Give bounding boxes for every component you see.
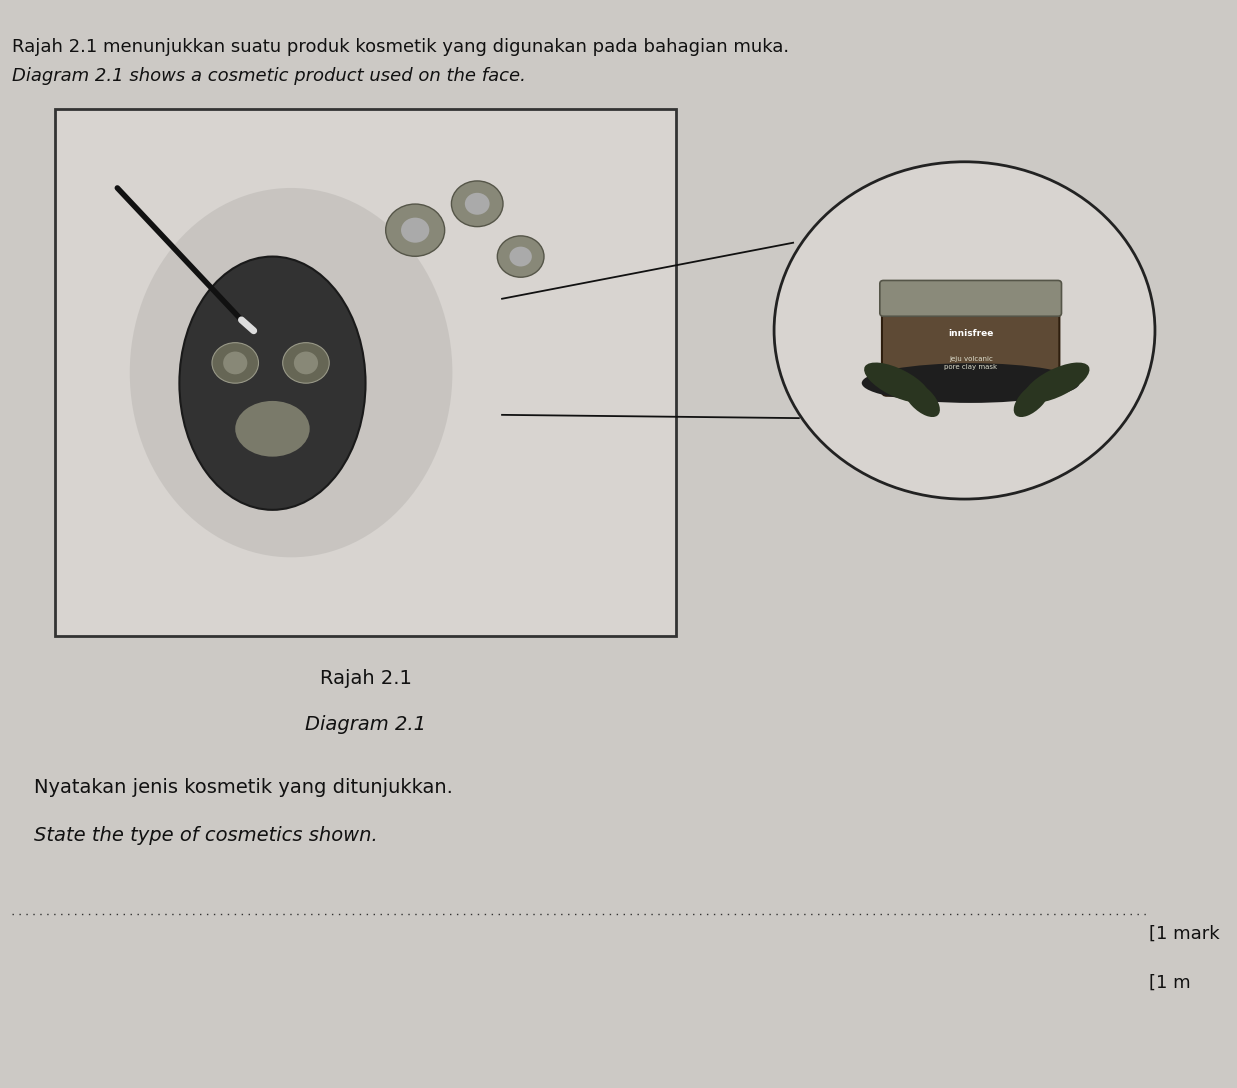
Text: Diagram 2.1: Diagram 2.1 [306,715,426,733]
Text: [1 mark: [1 mark [1149,925,1220,943]
Circle shape [774,162,1155,499]
Ellipse shape [1013,381,1050,417]
Text: State the type of cosmetics shown.: State the type of cosmetics shown. [35,826,379,844]
Ellipse shape [212,343,259,383]
FancyBboxPatch shape [880,281,1061,317]
Ellipse shape [1024,362,1090,403]
Circle shape [510,247,532,267]
Circle shape [386,205,444,257]
Circle shape [452,181,503,226]
Ellipse shape [235,400,309,457]
Text: innisfree: innisfree [948,330,993,338]
Circle shape [497,236,544,277]
Ellipse shape [179,257,366,510]
Ellipse shape [294,351,318,374]
FancyBboxPatch shape [56,109,675,636]
Ellipse shape [130,188,453,557]
Text: jeju volcanic
pore clay mask: jeju volcanic pore clay mask [944,356,997,370]
Ellipse shape [862,363,1080,403]
Ellipse shape [283,343,329,383]
FancyBboxPatch shape [882,290,1059,396]
Text: Diagram 2.1 shows a cosmetic product used on the face.: Diagram 2.1 shows a cosmetic product use… [12,67,526,86]
Circle shape [401,218,429,243]
Text: [1 m: [1 m [1149,974,1190,992]
Text: Rajah 2.1: Rajah 2.1 [319,669,412,688]
Ellipse shape [865,362,930,403]
Ellipse shape [903,381,940,417]
Ellipse shape [223,351,247,374]
Text: Rajah 2.1 menunjukkan suatu produk kosmetik yang digunakan pada bahagian muka.: Rajah 2.1 menunjukkan suatu produk kosme… [12,38,789,57]
Circle shape [465,193,490,214]
Text: Nyatakan jenis kosmetik yang ditunjukkan.: Nyatakan jenis kosmetik yang ditunjukkan… [35,778,453,796]
